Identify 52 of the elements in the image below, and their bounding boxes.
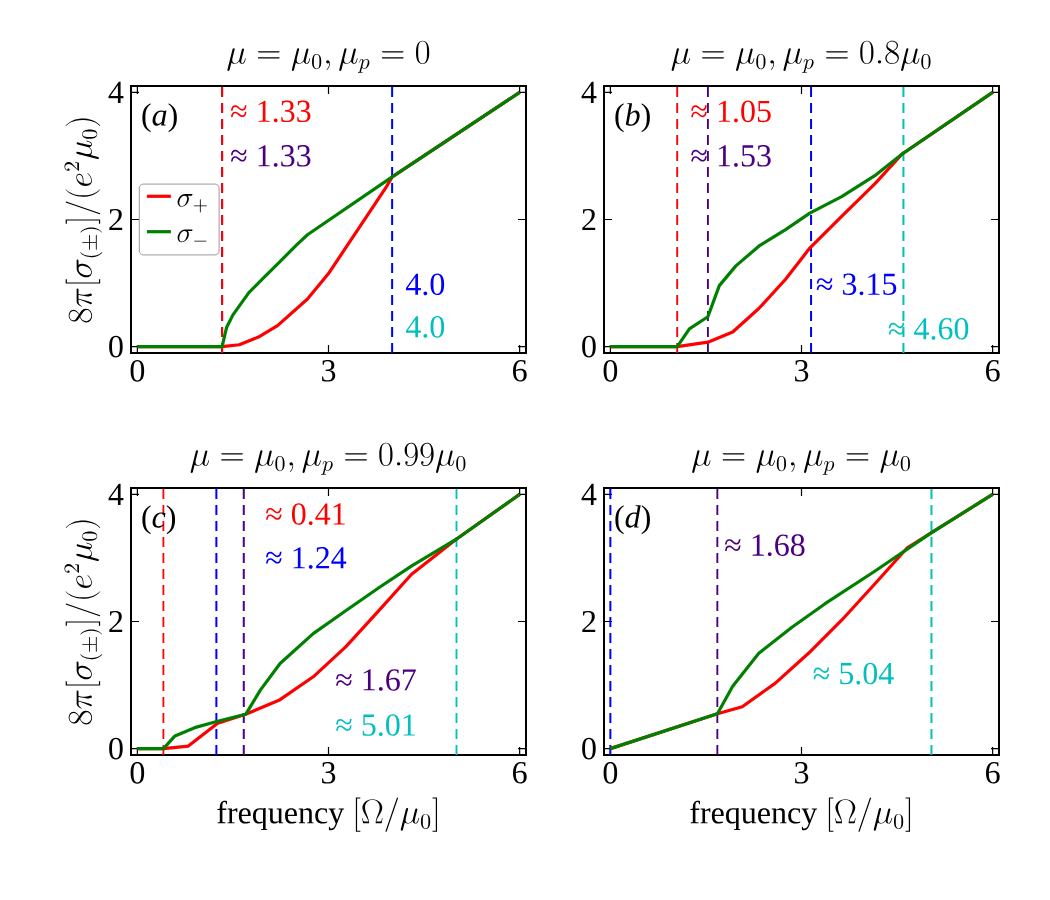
x-tick-label: 0 xyxy=(130,360,145,382)
x-tick-label: 6 xyxy=(986,360,1000,382)
legend-label: $\sigma_+$ xyxy=(177,194,207,213)
y-tick-label: 2 xyxy=(109,208,123,231)
x-tick-label: 3 xyxy=(322,360,336,382)
y-axis-title: $8\pi[\sigma_{(\pm)}]/(e^2\mu_0)$ xyxy=(64,118,103,323)
y-tick-label: 0 xyxy=(582,737,596,760)
y-tick-label: 2 xyxy=(582,610,596,633)
legend-label: $\sigma_-$ xyxy=(177,229,207,243)
x-tick-label: 3 xyxy=(795,762,809,784)
ref-line-label: ≈ 1.53 xyxy=(691,145,771,167)
ref-line-label: ≈ 1.24 xyxy=(266,547,347,569)
y-axis-title: $8\pi[\sigma_{(\pm)}]/(e^2\mu_0)$ xyxy=(64,520,103,725)
ref-line-label: ≈ 4.60 xyxy=(888,317,969,340)
chart-title: $\mu = \mu_0, \mu_p = 0.8\mu_0$ xyxy=(671,40,931,73)
annotation: (a) xyxy=(142,103,177,133)
ref-line-label: ≈ 1.33 xyxy=(231,100,311,123)
y-tick-label: 0 xyxy=(109,737,123,760)
x-tick-label: 0 xyxy=(603,762,618,784)
y-tick-label: 4 xyxy=(108,81,124,103)
x-tick-label: 6 xyxy=(986,762,1000,784)
y-tick-label: 4 xyxy=(108,483,124,505)
x-axis-title: $\mathrm{frequency}\ [\Omega/\mu_0]$ xyxy=(217,797,438,832)
x-tick-label: 6 xyxy=(513,762,527,784)
x-tick-label: 3 xyxy=(322,762,336,784)
ref-line-label: ≈ 1.67 xyxy=(336,669,416,691)
y-tick-label: 2 xyxy=(582,208,596,231)
ref-line-label: 4.0 xyxy=(405,273,445,296)
chart-title: $\mu = \mu_0, \mu_p = 0$ xyxy=(227,40,430,73)
chart-title: $\mu = \mu_0, \mu_p = \mu_0$ xyxy=(692,450,910,475)
ref-line-label: ≈ 1.68 xyxy=(725,534,805,557)
annotation: (c) xyxy=(142,505,176,535)
annotation: (b) xyxy=(615,103,650,133)
x-tick-label: 6 xyxy=(513,360,527,382)
y-tick-label: 0 xyxy=(582,335,596,358)
ref-line-label: ≈ 0.41 xyxy=(266,503,345,525)
x-tick-label: 3 xyxy=(795,360,809,382)
x-tick-label: 0 xyxy=(130,762,145,784)
ref-line-label: ≈ 3.15 xyxy=(816,273,897,296)
y-tick-label: 0 xyxy=(109,335,123,358)
x-tick-label: 0 xyxy=(603,360,618,382)
ref-line-label: ≈ 1.05 xyxy=(691,100,771,123)
ref-line-label: ≈ 5.01 xyxy=(336,714,415,736)
chart-title: $\mu = \mu_0, \mu_p = 0.99\mu_0$ xyxy=(190,442,466,475)
ref-line-label: ≈ 1.33 xyxy=(231,145,311,167)
y-tick-label: 4 xyxy=(581,483,597,505)
x-axis-title: $\mathrm{frequency}\ [\Omega/\mu_0]$ xyxy=(690,797,911,832)
annotation: (d) xyxy=(615,505,650,535)
ref-line-label: ≈ 5.04 xyxy=(813,662,894,685)
y-tick-label: 2 xyxy=(109,610,123,633)
ref-line-label: 4.0 xyxy=(405,316,445,338)
y-tick-label: 4 xyxy=(581,81,597,103)
